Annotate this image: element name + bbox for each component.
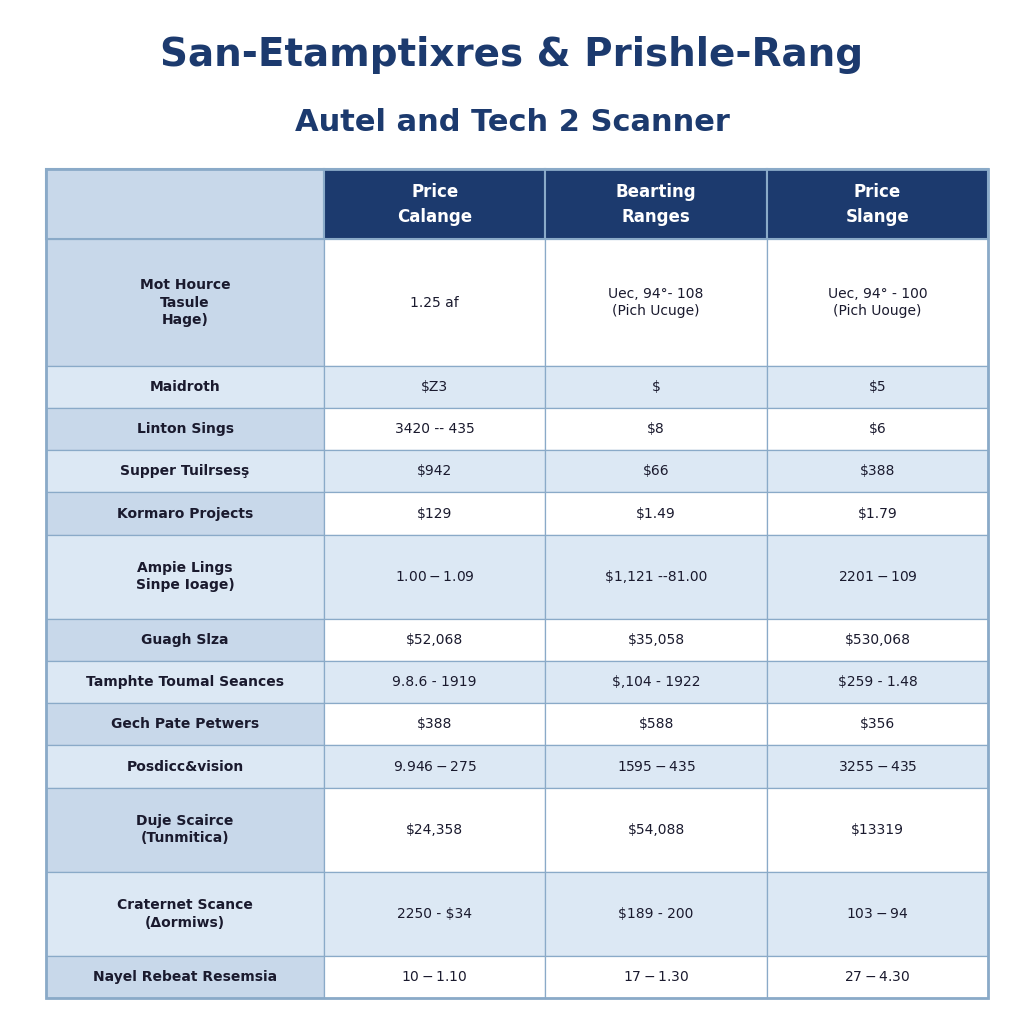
Text: $13319: $13319 xyxy=(851,822,904,837)
Text: $1.79: $1.79 xyxy=(857,507,897,520)
Text: $,104 - 1922: $,104 - 1922 xyxy=(611,675,700,689)
Text: $Z3: $Z3 xyxy=(421,380,449,394)
Text: $66: $66 xyxy=(643,464,670,478)
Text: $1.49: $1.49 xyxy=(636,507,676,520)
Text: Kormaro Projects: Kormaro Projects xyxy=(117,507,253,520)
Text: Duje Scairce
(Tunmitica): Duje Scairce (Tunmitica) xyxy=(136,814,233,846)
Text: $17- $1.30: $17- $1.30 xyxy=(623,971,689,984)
Text: 9.8.6 - 1919: 9.8.6 - 1919 xyxy=(392,675,477,689)
Text: $588: $588 xyxy=(638,718,674,731)
Text: $189 - 200: $189 - 200 xyxy=(618,907,694,921)
Text: $103 - $94: $103 - $94 xyxy=(846,907,908,921)
Text: $6: $6 xyxy=(868,422,887,436)
Text: Craternet Scance
(Δormiws): Craternet Scance (Δormiws) xyxy=(117,898,253,930)
Text: Autel and Tech 2 Scanner: Autel and Tech 2 Scanner xyxy=(295,108,729,136)
Text: $1,121 --81.00: $1,121 --81.00 xyxy=(605,569,708,584)
Text: Uec, 94° - 100
(Pich Uouge): Uec, 94° - 100 (Pich Uouge) xyxy=(827,287,928,318)
Text: $27-$4.30: $27-$4.30 xyxy=(844,971,910,984)
Text: $52,068: $52,068 xyxy=(407,633,463,647)
Text: $9.946 - $275: $9.946 - $275 xyxy=(392,760,477,773)
Text: Bearting
Ranges: Bearting Ranges xyxy=(615,182,696,225)
Text: $1595 - $435: $1595 - $435 xyxy=(616,760,695,773)
Text: $3255 - $435: $3255 - $435 xyxy=(838,760,918,773)
Text: Mot Hource
Tasule
Hage): Mot Hource Tasule Hage) xyxy=(139,279,230,327)
Text: Price
Slange: Price Slange xyxy=(846,182,909,225)
Text: Linton Sings: Linton Sings xyxy=(136,422,233,436)
Text: Gech Pate Petwers: Gech Pate Petwers xyxy=(111,718,259,731)
Text: Uec, 94°- 108
(Pich Ucuge): Uec, 94°- 108 (Pich Ucuge) xyxy=(608,287,703,318)
Text: Price
Calange: Price Calange xyxy=(397,182,472,225)
Text: Maidroth: Maidroth xyxy=(150,380,220,394)
Text: $: $ xyxy=(651,380,660,394)
Text: San-Etamptixres & Prishle-Rang: San-Etamptixres & Prishle-Rang xyxy=(161,36,863,74)
Text: $24,358: $24,358 xyxy=(407,822,463,837)
Text: Tamphte Toumal Seances: Tamphte Toumal Seances xyxy=(86,675,284,689)
Text: $259 - 1.48: $259 - 1.48 xyxy=(838,675,918,689)
Text: $10- $1.10: $10- $1.10 xyxy=(401,971,468,984)
Text: Supper Tuilrsesş: Supper Tuilrsesş xyxy=(121,464,250,478)
Text: 3420 -- 435: 3420 -- 435 xyxy=(395,422,474,436)
Text: $1.00 - $1.09: $1.00 - $1.09 xyxy=(395,569,474,584)
Text: Nayel Rebeat Resemsia: Nayel Rebeat Resemsia xyxy=(93,971,278,984)
Text: $8: $8 xyxy=(647,422,665,436)
Text: $388: $388 xyxy=(860,464,895,478)
Text: $5: $5 xyxy=(868,380,887,394)
Text: Ampie Lings
Sinpe Ioage): Ampie Lings Sinpe Ioage) xyxy=(135,561,234,593)
Text: $35,058: $35,058 xyxy=(628,633,685,647)
Text: $54,088: $54,088 xyxy=(628,822,685,837)
Text: $356: $356 xyxy=(860,718,895,731)
Text: 2250 - $34: 2250 - $34 xyxy=(397,907,472,921)
Text: $129: $129 xyxy=(417,507,453,520)
Text: 1.25 af: 1.25 af xyxy=(411,296,459,309)
Text: $530,068: $530,068 xyxy=(845,633,910,647)
Text: $942: $942 xyxy=(417,464,453,478)
Text: Guagh Slza: Guagh Slza xyxy=(141,633,228,647)
Text: $388: $388 xyxy=(417,718,453,731)
Text: $2201 - $109: $2201 - $109 xyxy=(838,569,918,584)
Text: Posdicc&vision: Posdicc&vision xyxy=(126,760,244,773)
